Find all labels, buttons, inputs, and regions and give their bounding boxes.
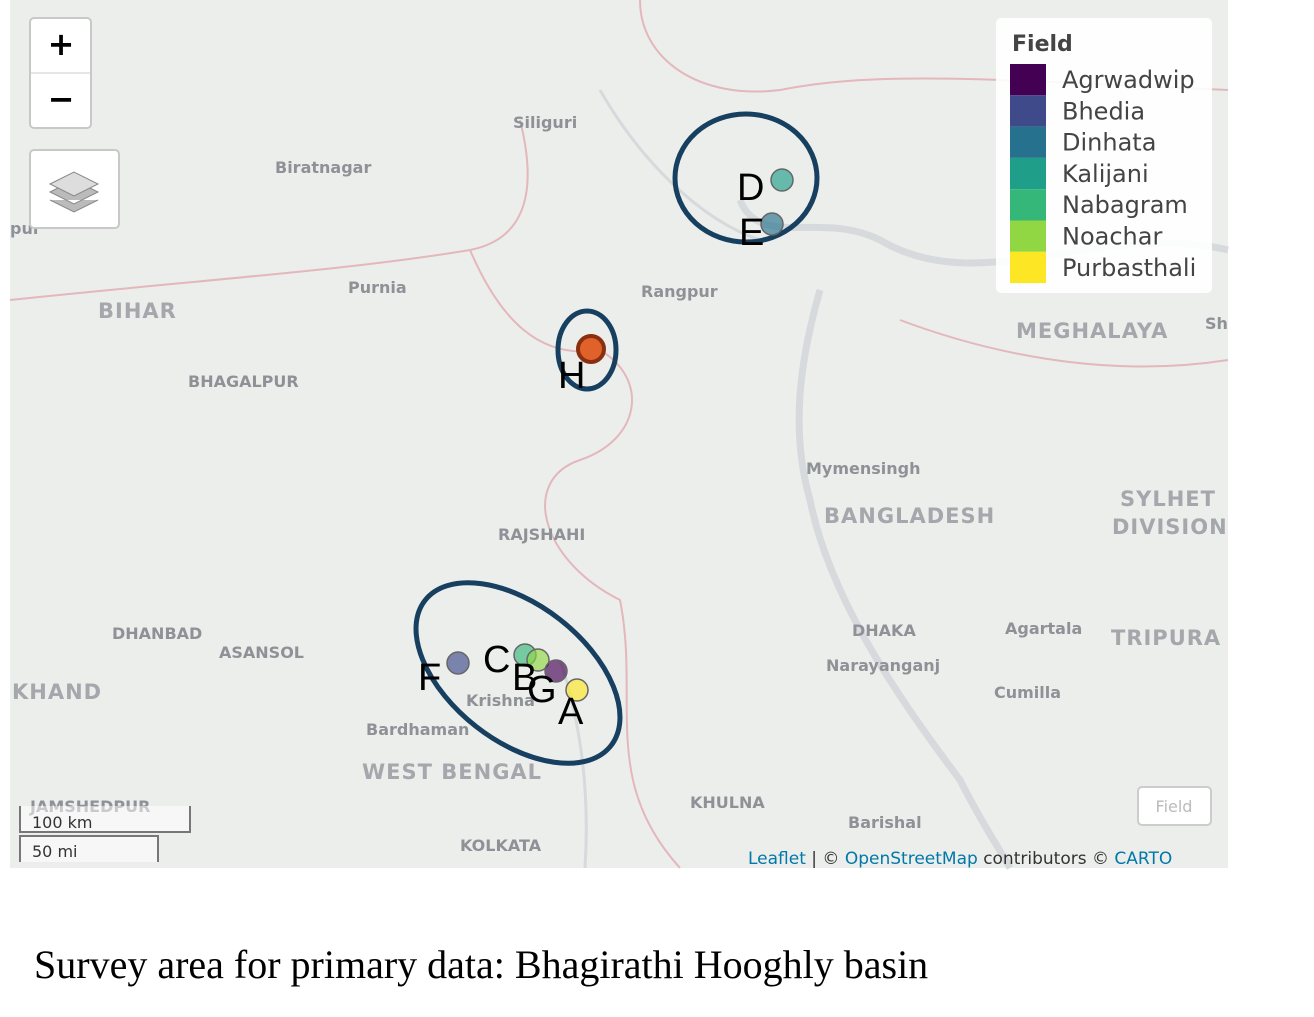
point-label: G [527,669,557,711]
point-marker [446,651,470,675]
place-label: Mymensingh [806,459,921,478]
place-label: TRIPURA [1111,626,1221,650]
scale-label: 50 mi [32,842,77,861]
legend-label: Bhedia [1062,97,1145,125]
scale-label: 100 km [32,813,92,832]
place-label: Narayanganj [826,656,940,675]
place-label: DIVISION [1112,515,1228,539]
place-label: Krishna [466,691,535,710]
place-label: Purnia [348,278,407,297]
zoom-out[interactable]: − [48,80,75,118]
legend-label: Purbasthali [1062,254,1196,282]
zoom-control: + − [29,17,92,129]
attribution: Leaflet | © OpenStreetMap contributors ©… [748,849,1172,869]
point-marker [565,678,589,702]
caption: Survey area for primary data: Bhagirathi… [34,942,928,987]
place-label: Biratnagar [275,158,371,177]
layers-control[interactable] [29,149,120,229]
point-marker [526,648,550,672]
place-label: Sh [1205,314,1228,333]
place-label: Bardhaman [366,720,469,739]
field-button[interactable]: Field [1137,786,1212,826]
legend-title: Field [1012,32,1073,57]
point-label: H [558,355,585,397]
place-label: BANGLADESH [824,504,995,528]
place-label: BHAGALPUR [188,372,299,391]
legend-swatch [1010,64,1046,96]
legend-swatch [1010,251,1046,284]
scale-bar: 100 km 50 mi [19,806,191,862]
place-label: ASANSOL [219,643,304,662]
place-label: SYLHET [1120,487,1216,511]
place-label: Barishal [848,813,922,832]
point-marker [544,659,568,683]
place-label: BIHAR [98,299,177,323]
point-marker [760,212,784,236]
points: DE H F C BGA [418,167,794,733]
place-label: Cumilla [994,683,1061,702]
point-label: E [739,212,764,254]
place-label: KHULNA [690,793,765,812]
legend: Field Agrwadwip Bhedia Dinhata Kalijani Naba… [996,18,1212,293]
place-label: Agartala [1005,619,1082,638]
place-label: KHAND [12,680,102,704]
point-label: C [483,639,510,681]
point-label: D [737,167,764,209]
attribution-link[interactable]: Leaflet [748,849,806,869]
place-label: RAJSHAHI [498,525,585,544]
legend-swatch [1010,95,1046,127]
legend-label: Dinhata [1062,129,1156,157]
legend-swatch [1010,157,1046,190]
legend-label: Noachar [1062,223,1162,251]
place-label: DHANBAD [112,624,202,643]
attribution-link[interactable]: OpenStreetMap [845,849,978,869]
point-marker [576,334,606,364]
place-label: WEST BENGAL [362,760,542,784]
point-marker [770,168,794,192]
place-label: KOLKATA [460,836,542,855]
zoom-in[interactable]: + [48,25,75,63]
place-label: DHAKA [852,621,916,640]
legend-swatch [1010,126,1046,158]
highlight-ellipses [413,111,820,766]
attribution-text: | © [811,849,839,869]
place-label: MEGHALAYA [1016,319,1168,343]
place-label: Siliguri [513,113,577,132]
attribution-text: contributors © [983,849,1109,869]
attribution-link[interactable]: CARTO [1114,849,1172,869]
place-label: Rangpur [641,282,718,301]
legend-label: Nabagram [1062,191,1188,219]
legend-swatch [1010,220,1046,252]
legend-label: Kalijani [1062,160,1149,188]
legend-label: Agrwadwip [1062,66,1195,94]
field-button-label[interactable]: Field [1156,797,1193,816]
point-label: F [418,657,441,699]
point-label: A [558,691,584,733]
legend-swatch [1010,189,1046,221]
point-label: B [512,657,537,699]
